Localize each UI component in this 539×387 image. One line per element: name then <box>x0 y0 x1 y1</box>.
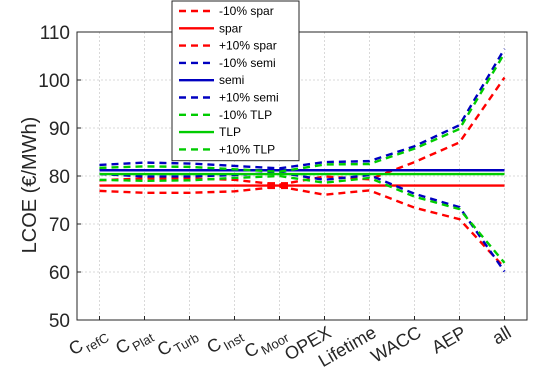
legend: -10% spar spar +10% spar -10% semi semi +10% … <box>171 0 300 162</box>
y-tick-label: 80 <box>49 167 70 188</box>
legend-label: -10% semi <box>219 56 276 70</box>
legend-label: TLP <box>219 125 241 139</box>
legend-label: semi <box>219 73 244 87</box>
series-line <box>99 171 506 273</box>
x-tick-label: CrefC <box>65 322 111 363</box>
y-tick-label: 100 <box>38 71 70 92</box>
grid-lines <box>77 31 527 321</box>
y-axis-label: LCOE (€/MWh) <box>19 117 41 254</box>
series-line <box>99 48 506 170</box>
y-axis-ticks: 50 60 70 80 90 100 110 <box>38 23 81 332</box>
y-tick-label: 110 <box>40 23 70 44</box>
x-tick-label: CMoor <box>241 322 292 365</box>
series-marker <box>281 182 288 190</box>
x-tick-label: AEP <box>428 322 469 357</box>
x-tick-label: CPlat <box>112 322 157 362</box>
y-tick-label: 50 <box>49 311 70 332</box>
x-tick-label: all <box>489 322 515 348</box>
series-line <box>99 185 506 269</box>
legend-label: +10% semi <box>219 91 279 105</box>
series-lines <box>99 48 506 273</box>
legend-label: +10% TLP <box>219 142 275 156</box>
legend-label: -10% spar <box>219 4 274 18</box>
legend-label: +10% spar <box>219 39 277 53</box>
x-tick-label: CTurb <box>154 322 202 363</box>
x-tick-label: WACC <box>367 322 424 366</box>
series-marker <box>268 182 275 190</box>
y-tick-label: 90 <box>49 119 70 140</box>
x-tick-label: CInst <box>203 322 246 361</box>
legend-label: spar <box>219 21 242 35</box>
y-tick-label: 70 <box>49 215 70 236</box>
series-line <box>99 174 506 264</box>
legend-label: -10% TLP <box>219 108 272 122</box>
series-line <box>99 52 506 173</box>
y-tick-label: 60 <box>49 263 70 284</box>
series-line <box>99 76 506 186</box>
base-markers <box>268 182 288 190</box>
